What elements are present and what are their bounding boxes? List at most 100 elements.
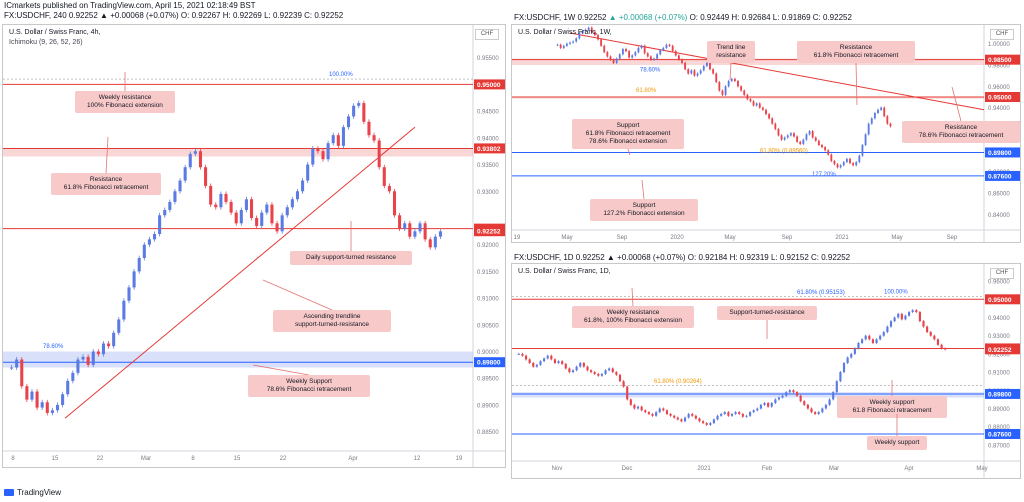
candle-body	[737, 81, 739, 87]
candle-body	[880, 107, 883, 110]
candle-body	[774, 399, 777, 404]
annotation-box	[867, 436, 927, 450]
y-tick-label: 1.00000	[988, 42, 1010, 48]
candle-body	[783, 137, 786, 140]
candle-body	[569, 42, 571, 44]
candle-body	[940, 344, 943, 349]
x-tick-label: Mar	[829, 466, 839, 472]
candle-body	[615, 58, 618, 63]
y-tick-label: 0.86000	[988, 192, 1010, 198]
candle-body	[839, 165, 842, 168]
x-tick-label: 2020	[670, 235, 684, 241]
candle-body	[817, 412, 820, 414]
annotation-text: Support	[617, 122, 640, 129]
candle-body	[618, 54, 621, 59]
candle-body	[326, 143, 330, 160]
zone-band	[512, 392, 984, 398]
candle-body	[631, 55, 634, 58]
chart-svg-1d[interactable]: 0.96000 0.95000 0.94000 0.93000 0.92000 0.910…	[512, 264, 1021, 479]
candle-body	[696, 73, 699, 76]
candle-body	[40, 402, 44, 408]
chart-panel-1d[interactable]: 0.96000 0.95000 0.94000 0.93000 0.92000 0.910…	[511, 263, 1021, 479]
chart-svg-1w[interactable]: 1.000000.980000.960000.940000.920000.900…	[512, 25, 1021, 243]
x-tick-label: May	[724, 235, 735, 241]
candle-body	[280, 215, 284, 232]
candle-body	[780, 135, 783, 140]
candle-body	[403, 223, 407, 229]
candle-body	[382, 167, 386, 186]
x-tick-label: 15	[234, 456, 241, 462]
candle-body	[723, 412, 726, 414]
candle-body	[539, 361, 542, 365]
candle-body	[886, 116, 889, 124]
candle-body	[709, 423, 712, 425]
candle-body	[748, 412, 752, 416]
candle-body	[565, 43, 568, 46]
candle-body	[336, 135, 340, 146]
candle-body	[584, 29, 587, 31]
candle-body	[362, 103, 366, 122]
annotation-text: 61.8%, 100% Fibonacci extension	[584, 317, 682, 324]
candle-body	[640, 45, 643, 48]
chart-svg-4h[interactable]: 0.95500 0.94500 0.94000 0.93500 0.93000 0.920…	[3, 25, 506, 468]
price-label-box	[985, 344, 1020, 355]
y-tick-label: 0.89500	[477, 377, 499, 383]
y-tick-label: 0.94500	[477, 110, 499, 116]
annotation-pointer	[252, 364, 310, 376]
candle-body	[173, 191, 177, 202]
candle-body	[718, 82, 721, 91]
candle-body	[789, 133, 792, 136]
candle-body	[922, 321, 925, 327]
candle-body	[918, 312, 921, 322]
annotation-text: 100% Fibonacci extension	[87, 102, 163, 109]
candle-body	[889, 321, 893, 327]
fib-label: 100.00%	[884, 290, 908, 296]
tradingview-logo[interactable]: TradingView	[4, 488, 61, 497]
candle-body	[756, 408, 759, 411]
x-tick-label: Sep	[947, 235, 958, 241]
candle-body	[91, 351, 95, 365]
candle-body	[811, 131, 814, 138]
candle-body	[944, 348, 947, 350]
candle-body	[745, 415, 748, 417]
candle-body	[741, 413, 744, 417]
candle-body	[398, 215, 402, 229]
candle-body	[792, 390, 795, 393]
candle-body	[882, 332, 885, 336]
candle-body	[771, 118, 774, 124]
price-label: 0.92252	[477, 229, 501, 236]
brand-label: TradingView	[17, 488, 62, 497]
candle-body	[845, 158, 848, 163]
candle-body	[702, 66, 705, 71]
x-tick-label: 2021	[835, 235, 849, 241]
candle-body	[168, 201, 172, 210]
x-tick-label: 2021	[697, 466, 711, 472]
price-label-box	[985, 54, 1020, 65]
candle-body	[691, 413, 694, 416]
chart-panel-4h[interactable]: 0.95500 0.94500 0.94000 0.93500 0.93000 0.920…	[2, 24, 506, 468]
fib-label: 61.80%	[636, 88, 657, 94]
candle-body	[738, 412, 741, 414]
candle-body	[55, 404, 60, 411]
candle-body	[270, 204, 274, 224]
candle-body	[740, 86, 743, 91]
candle-body	[727, 81, 730, 87]
candle-body	[849, 158, 851, 164]
candle-body	[629, 399, 632, 405]
annotation-text: 61.8% Fibonacci retracement	[814, 52, 899, 59]
candle-body	[674, 51, 677, 56]
candle-body	[853, 348, 856, 354]
annotation-pointer	[631, 287, 634, 307]
candle-body	[15, 359, 19, 368]
candle-body	[35, 391, 39, 408]
annotation-box	[572, 306, 694, 328]
chart-panel-1w[interactable]: 1.000000.980000.960000.940000.920000.900…	[511, 24, 1021, 243]
candle-body	[655, 412, 658, 416]
annotation-box	[837, 396, 947, 418]
candle-body	[433, 236, 437, 248]
candle-body	[763, 403, 766, 405]
descending-trendline	[569, 32, 985, 111]
price-label-box	[985, 428, 1020, 439]
price-label-box	[985, 92, 1020, 102]
fib-label: 127.20%	[812, 172, 836, 178]
